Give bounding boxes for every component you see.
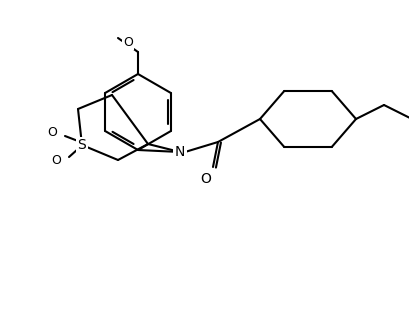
Text: O: O (200, 172, 211, 186)
Text: S: S (77, 138, 86, 152)
Text: O: O (51, 154, 61, 167)
Text: O: O (47, 126, 57, 139)
Text: N: N (174, 145, 185, 159)
Text: O: O (123, 36, 133, 49)
